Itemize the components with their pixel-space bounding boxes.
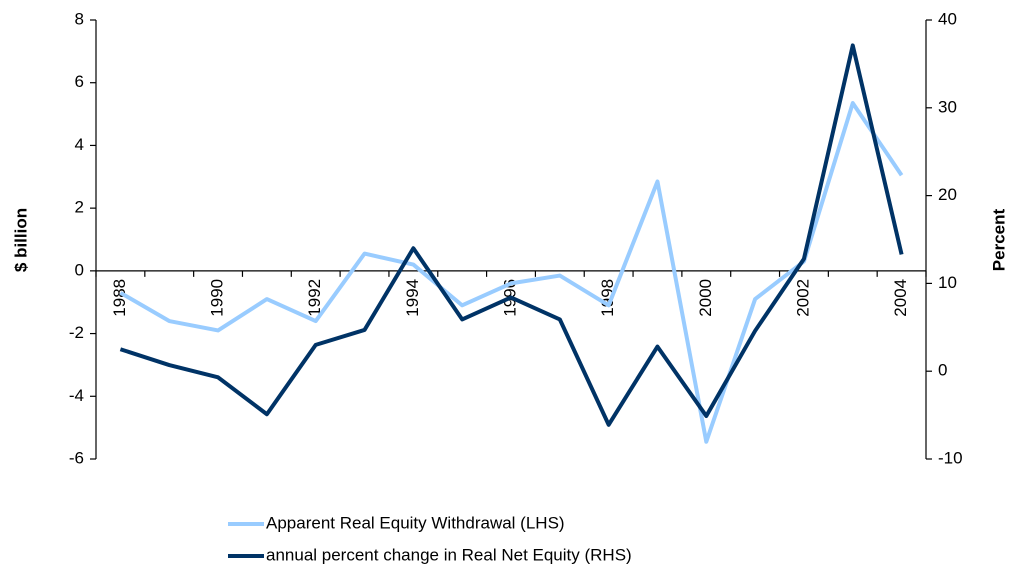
y-tick-label: 0 — [75, 260, 84, 279]
y2-tick-label: 0 — [938, 361, 947, 380]
legend-label: Apparent Real Equity Withdrawal (LHS) — [266, 513, 565, 532]
y2-tick-label: 10 — [938, 273, 957, 292]
series-line — [119, 43, 904, 427]
y-tick-label: -6 — [69, 448, 84, 467]
y-tick-label: -2 — [69, 323, 84, 342]
y-tick-label: 2 — [75, 198, 84, 217]
y2-tick-label: -10 — [938, 448, 963, 467]
x-tick-label: 1992 — [305, 279, 324, 317]
legend-label: annual percent change in Real Net Equity… — [266, 545, 632, 564]
y-axis-title: $ billion — [11, 208, 30, 272]
x-tick-label: 1998 — [598, 279, 617, 317]
y2-tick-label: 40 — [938, 9, 957, 28]
y-tick-label: 4 — [75, 135, 84, 154]
y2-tick-label: 20 — [938, 185, 957, 204]
x-tick-label: 1988 — [110, 279, 129, 317]
x-tick-label: 2000 — [696, 279, 715, 317]
series-line — [119, 101, 904, 444]
y2-axis-title: Percent — [989, 208, 1008, 271]
y-tick-label: -4 — [69, 386, 84, 405]
x-tick-label: 2004 — [891, 279, 910, 317]
x-tick-label: 1990 — [208, 279, 227, 317]
x-tick-label: 2002 — [793, 279, 812, 317]
y-tick-label: 6 — [75, 72, 84, 91]
x-tick-label: 1994 — [403, 279, 422, 317]
y2-tick-label: 30 — [938, 97, 957, 116]
y-tick-label: 8 — [75, 9, 84, 28]
